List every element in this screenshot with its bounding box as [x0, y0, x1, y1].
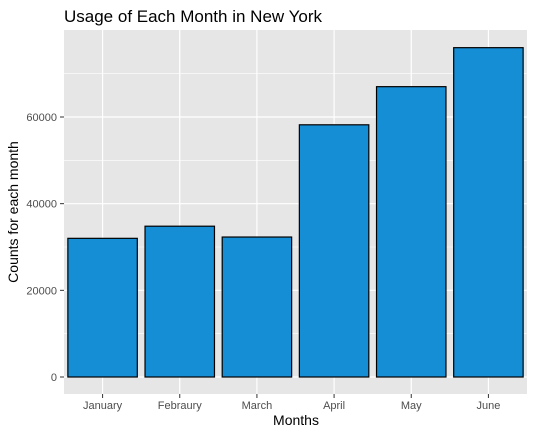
x-axis-title: Months — [273, 412, 319, 428]
plot-panel — [64, 30, 527, 394]
bar-june — [453, 47, 524, 378]
y-tick-label: 0 — [51, 372, 57, 384]
y-axis-ticks: 0 20000 40000 60000 — [26, 112, 64, 384]
x-tick-label: March — [242, 400, 273, 412]
bar-april — [298, 124, 370, 378]
chart-title: Usage of Each Month in New York — [64, 7, 322, 26]
y-tick-label: 60000 — [26, 112, 57, 124]
bar-may — [375, 86, 447, 378]
x-tick-label: Febraury — [158, 400, 203, 412]
y-axis-title: Counts for each month — [5, 141, 21, 283]
x-axis-ticks: January Febraury March April May June — [83, 394, 500, 412]
y-tick-label: 20000 — [26, 285, 57, 297]
x-tick-label: June — [476, 400, 500, 412]
bar-febraury — [144, 225, 216, 378]
bar-january — [67, 237, 138, 378]
x-tick-label: May — [401, 400, 422, 412]
x-tick-label: January — [83, 400, 123, 412]
x-tick-label: April — [323, 400, 345, 412]
bar-march — [221, 236, 293, 378]
y-tick-label: 40000 — [26, 199, 57, 211]
bars — [67, 47, 524, 378]
